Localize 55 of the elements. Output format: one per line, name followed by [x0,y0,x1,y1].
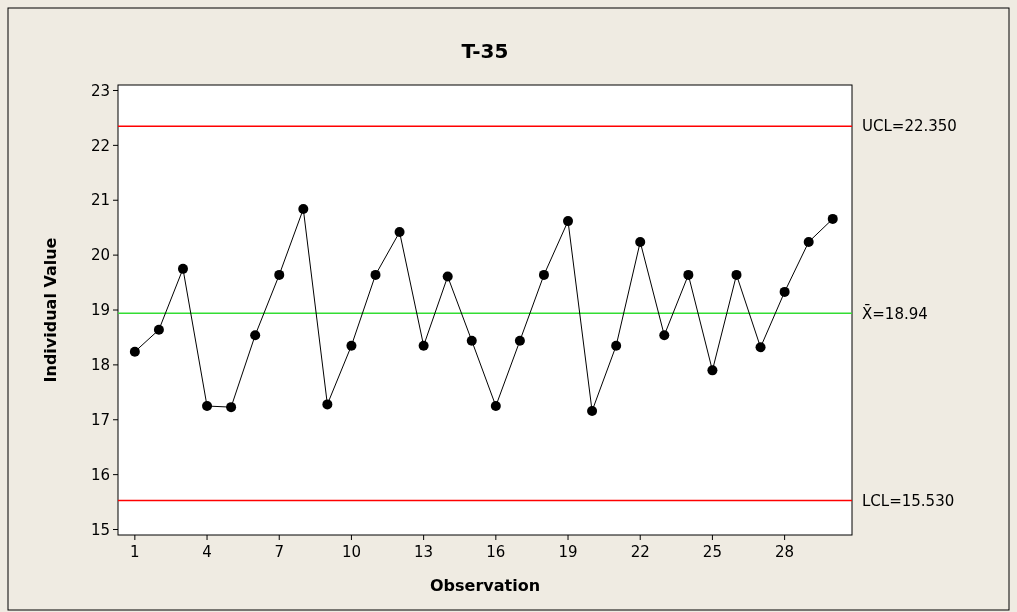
point [226,402,237,413]
x-tick-label: 25 [702,543,722,561]
point [707,365,718,376]
point [779,286,790,297]
point [394,227,405,238]
point [827,213,838,224]
point [129,346,140,357]
x-tick-label: 22 [630,543,650,561]
point [202,401,213,412]
point [274,269,285,280]
x-axis-title: Observation [429,576,541,595]
x-tick-label: 28 [775,543,795,561]
point [322,399,333,410]
y-tick-label: 23 [90,81,110,100]
point [514,335,525,346]
chart-title: T-35 [461,39,509,63]
y-tick-label: 19 [90,301,110,320]
point [803,236,814,247]
point [153,324,164,335]
x-tick-label: 4 [202,543,212,561]
point [755,342,766,353]
point [466,335,477,346]
point [250,330,261,341]
y-tick-label: 15 [90,520,110,539]
y-tick-label: 22 [90,136,110,155]
point [731,269,742,280]
point [611,340,622,351]
point [490,401,501,412]
y-tick-label: 20 [90,246,110,265]
ref-line-label: LCL=15.530 [862,491,955,510]
point [659,330,670,341]
x-tick-label: 7 [274,543,285,561]
y-tick-label: 21 [90,191,110,210]
y-axis-title: Individual Value [41,237,60,383]
x-tick-label: 13 [414,543,434,561]
point [177,263,188,274]
point [346,340,357,351]
point [418,340,429,351]
y-tick-label: 16 [90,465,110,484]
point [683,269,694,280]
ref-line-label: X̄=18.94 [862,303,928,323]
point [587,405,598,416]
point [538,269,549,280]
y-tick-label: 18 [90,356,110,375]
x-tick-label: 19 [558,543,578,561]
x-tick-label: 1 [130,543,140,561]
x-tick-label: 16 [486,543,506,561]
ref-line-label: UCL=22.350 [862,117,957,136]
y-tick-label: 17 [90,411,110,430]
x-tick-label: 10 [341,543,361,561]
point [370,269,381,280]
point [563,216,574,227]
point [442,271,453,282]
point [635,236,646,247]
point [298,204,309,215]
